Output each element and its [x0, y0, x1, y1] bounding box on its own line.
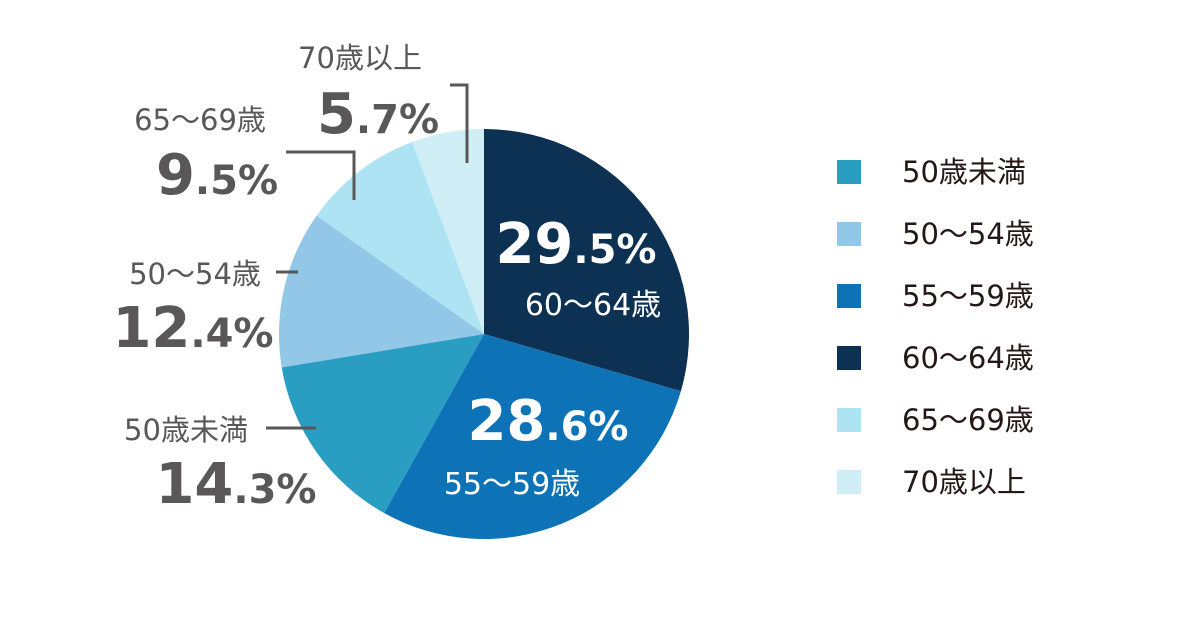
- pie-slice-3: [281, 334, 484, 514]
- pie-slices: [279, 129, 689, 540]
- leader-line-65-69: [286, 150, 356, 200]
- pct-decimal: .5%: [195, 158, 278, 204]
- legend-swatch-5: [837, 408, 861, 432]
- pie-slice-5: [316, 142, 484, 334]
- leader-line-70-plus: [450, 83, 469, 163]
- legend-swatch-4: [837, 346, 861, 370]
- slice-name-label-6: 70歳以上: [298, 41, 422, 75]
- pct-integer: 28: [467, 389, 545, 454]
- pct-integer: 12: [112, 296, 190, 361]
- legend-label-4: 60〜64歳: [902, 341, 1034, 375]
- pie-slice-6: [412, 129, 484, 334]
- slice-name-label-5: 65〜69歳: [134, 103, 266, 137]
- legend-swatch-6: [837, 470, 861, 494]
- slice-pct-label-4: 12.4%: [112, 296, 273, 361]
- slice-name-label-1: 60〜64歳: [525, 288, 661, 323]
- slice-name-label-4: 50〜54歳: [129, 257, 261, 291]
- legend-label-1: 50歳未満: [902, 155, 1026, 189]
- legend-swatch-3: [837, 284, 861, 308]
- pct-integer: 29: [495, 212, 573, 277]
- pie-slice-4: [279, 215, 484, 368]
- pct-integer: 9: [156, 143, 195, 208]
- slice-pct-label-1: 29.5%: [495, 212, 656, 277]
- pie-slice-1: [484, 129, 689, 392]
- legend-swatch-1: [837, 160, 861, 184]
- legend-label-6: 70歳以上: [902, 465, 1026, 499]
- pct-decimal: .6%: [545, 404, 628, 450]
- slice-pct-label-3: 14.3%: [155, 452, 316, 517]
- legend-label-2: 50〜54歳: [902, 217, 1034, 251]
- pct-integer: 5: [317, 82, 356, 147]
- slice-pct-label-6: 5.7%: [317, 82, 439, 147]
- slice-name-label-3: 50歳未満: [124, 413, 248, 447]
- pct-integer: 14: [155, 452, 233, 517]
- slice-pct-label-5: 9.5%: [156, 143, 278, 208]
- legend-swatch-2: [837, 222, 861, 246]
- legend: 50歳未満 50〜54歳 55〜59歳 60〜64歳 65〜69歳 70歳以上: [837, 155, 1034, 499]
- pct-decimal: .4%: [190, 311, 273, 357]
- pct-decimal: .7%: [356, 97, 439, 143]
- pct-decimal: .5%: [573, 227, 656, 273]
- pie-slice-2: [384, 334, 681, 540]
- legend-label-3: 55〜59歳: [902, 279, 1034, 313]
- slice-pct-label-2: 28.6%: [467, 389, 628, 454]
- slice-name-label-2: 55〜59歳: [444, 467, 580, 502]
- leader-lines: [266, 83, 469, 430]
- slice-labels: 29.5%60〜64歳28.6%55〜59歳14.3%50歳未満12.4%50〜…: [112, 41, 661, 517]
- legend-label-5: 65〜69歳: [902, 403, 1034, 437]
- pct-decimal: .3%: [233, 467, 316, 513]
